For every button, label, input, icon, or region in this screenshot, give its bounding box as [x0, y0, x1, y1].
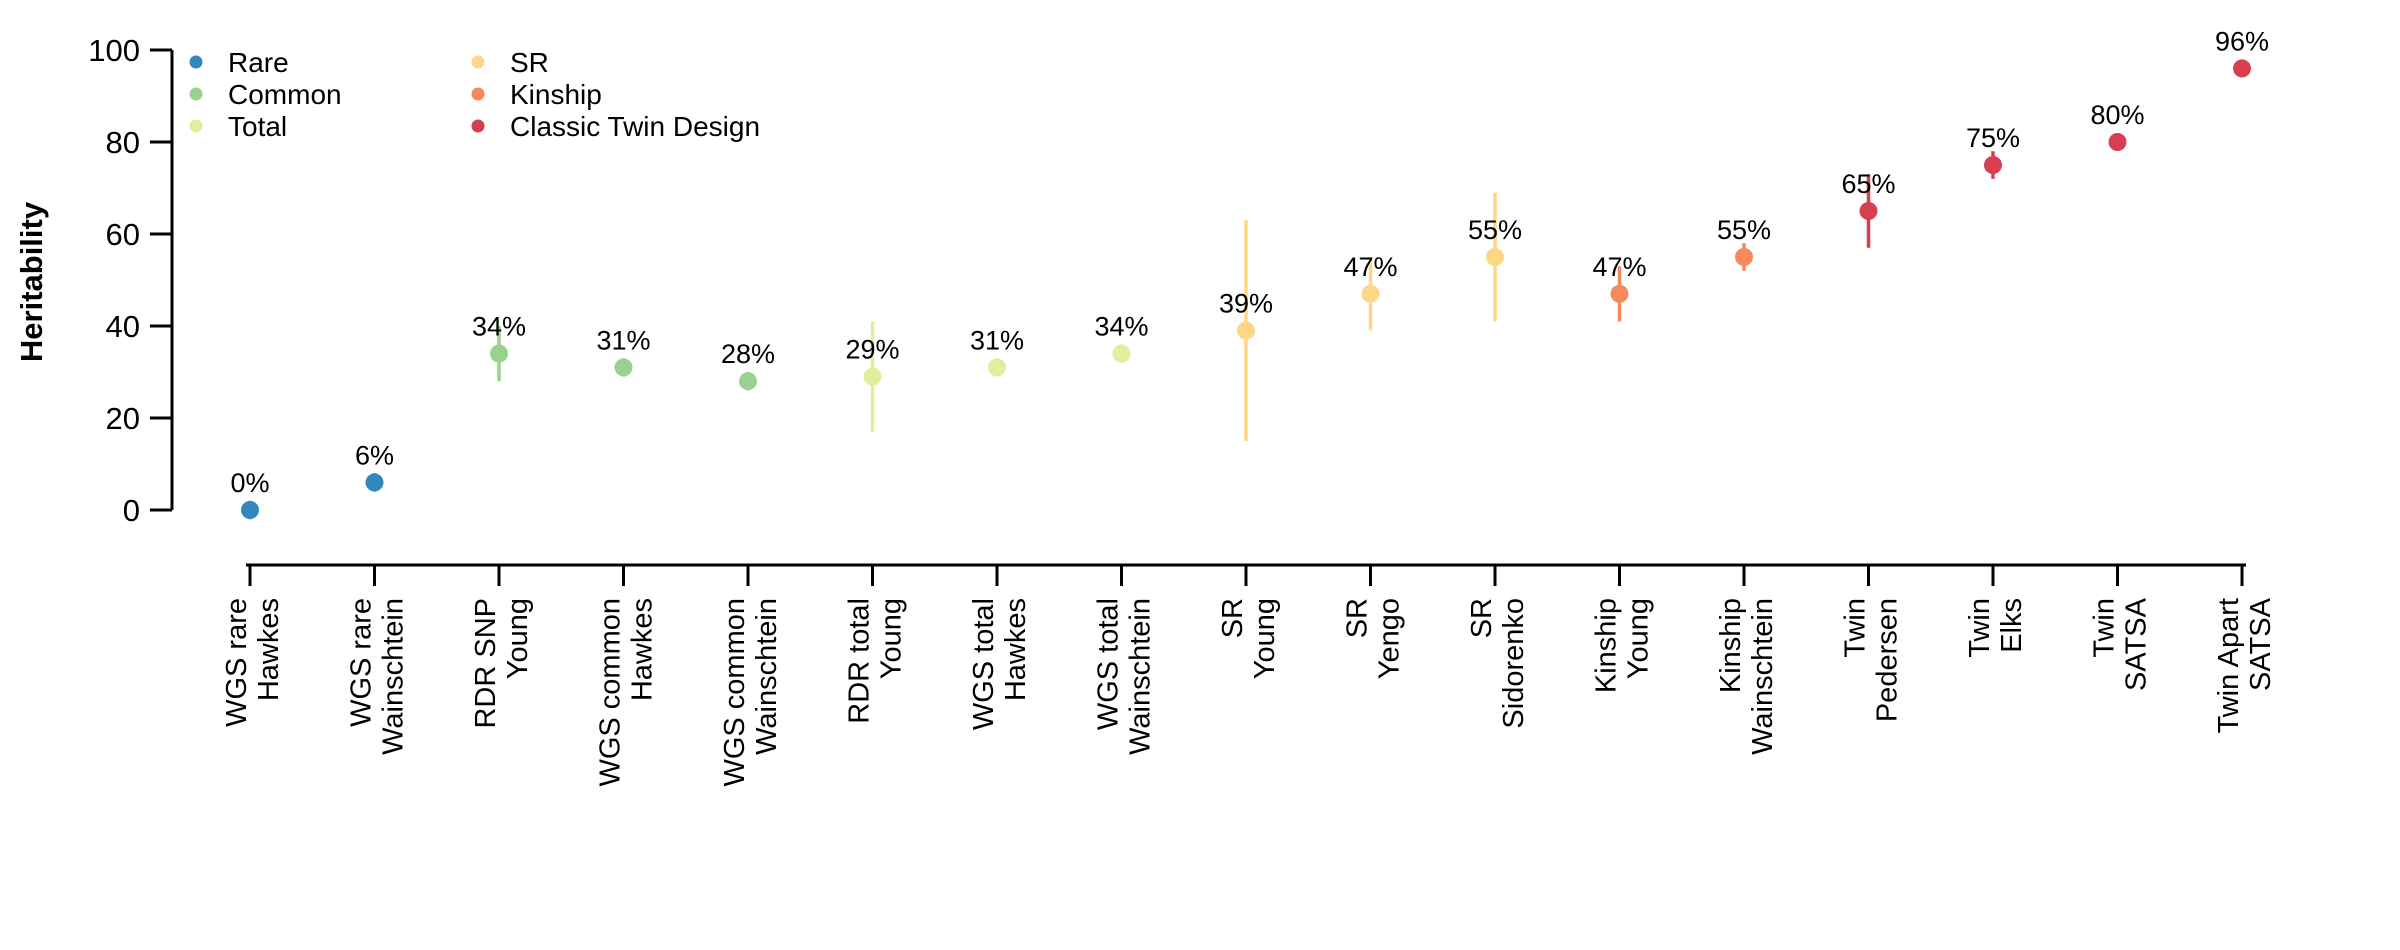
data-point [490, 344, 508, 363]
x-axis-label: RDR SNPYoung [470, 598, 534, 729]
value-label: 34% [472, 312, 526, 342]
x-axis-label: WGS totalWainschtein [1093, 598, 1157, 755]
y-axis-title: Heritability [14, 201, 49, 362]
legend-label: Total [228, 111, 287, 142]
data-series: 0% 6% 34% 31% 28% 29% 31% 34% 39% 47% 55% 47% 55% 65%… [230, 26, 2269, 520]
x-axis-label: WGS commonHawkes [595, 598, 659, 787]
data-point [1486, 248, 1504, 266]
data-point [365, 473, 384, 492]
value-label: 28% [721, 339, 775, 369]
x-axis-label: KinshipYoung [1591, 598, 1655, 693]
data-point [988, 358, 1006, 377]
value-label: 39% [1219, 289, 1273, 319]
data-point [1859, 202, 1878, 220]
y-tick-label: 20 [106, 401, 140, 436]
legend-label: Classic Twin Design [510, 111, 760, 142]
legend-swatch-icon [471, 87, 485, 101]
value-label: 55% [1468, 215, 1522, 245]
x-axis-label: Twin ApartSATSA [2213, 597, 2277, 733]
x-axis-label: SRYoung [1217, 598, 1281, 679]
x-axis-label: WGS rareHawkes [221, 598, 285, 727]
x-axis-label: SRSidorenko [1466, 598, 1530, 729]
x-axis-label: WGS rareWainschtein [346, 598, 410, 755]
y-tick-label: 40 [106, 309, 140, 344]
legend-label: SR [510, 47, 549, 78]
data-point [1237, 321, 1255, 340]
value-label: 75% [1966, 123, 2020, 153]
value-label: 0% [230, 468, 269, 498]
legend-swatch-icon [189, 87, 203, 101]
data-point [1112, 344, 1131, 363]
value-label: 31% [596, 325, 650, 355]
value-label: 55% [1717, 215, 1771, 245]
value-label: 80% [2090, 100, 2144, 130]
x-axis-label: RDR totalYoung [844, 598, 908, 724]
y-axis: 0 20 40 60 80 100 [88, 33, 174, 528]
y-tick-label: 80 [106, 125, 140, 160]
x-axis: WGS rareHawkes WGS rareWainschtein RDR SNP… [221, 563, 2277, 787]
x-axis-label: KinshipWainschtein [1715, 598, 1779, 755]
value-label: 29% [845, 335, 899, 365]
data-point [1735, 248, 1753, 266]
y-tick-label: 0 [123, 493, 140, 528]
x-axis-label: TwinElks [1964, 598, 2028, 658]
x-axis-label: WGS commonWainschtein [719, 598, 783, 787]
x-axis-label: WGS totalHawkes [968, 598, 1032, 730]
legend-swatch-icon [189, 119, 203, 133]
data-point [1610, 284, 1629, 303]
legend-label: Kinship [510, 79, 602, 110]
legend-label: Common [228, 79, 342, 110]
data-point [241, 501, 259, 519]
x-axis-label: TwinSATSA [2089, 597, 2153, 691]
value-label: 65% [1841, 169, 1895, 199]
x-axis-label: SRYengo [1342, 598, 1406, 679]
legend-swatch-icon [471, 55, 485, 69]
data-point [1361, 284, 1380, 303]
data-point [863, 367, 882, 386]
value-label: 47% [1343, 252, 1397, 282]
x-axis-label: TwinPedersen [1840, 598, 1904, 722]
data-point [614, 358, 633, 377]
data-point [2233, 59, 2251, 78]
value-label: 6% [355, 440, 394, 470]
value-label: 96% [2215, 26, 2269, 56]
legend-swatch-icon [471, 119, 485, 133]
data-point [1984, 156, 2002, 174]
value-label: 31% [970, 325, 1024, 355]
legend-label: Rare [228, 47, 289, 78]
value-label: 47% [1592, 252, 1646, 282]
data-point [739, 372, 757, 391]
value-label: 34% [1094, 312, 1148, 342]
y-tick-label: 60 [106, 217, 140, 252]
legend-swatch-icon [189, 55, 203, 69]
data-point [2108, 133, 2127, 151]
y-tick-label: 100 [88, 33, 140, 68]
